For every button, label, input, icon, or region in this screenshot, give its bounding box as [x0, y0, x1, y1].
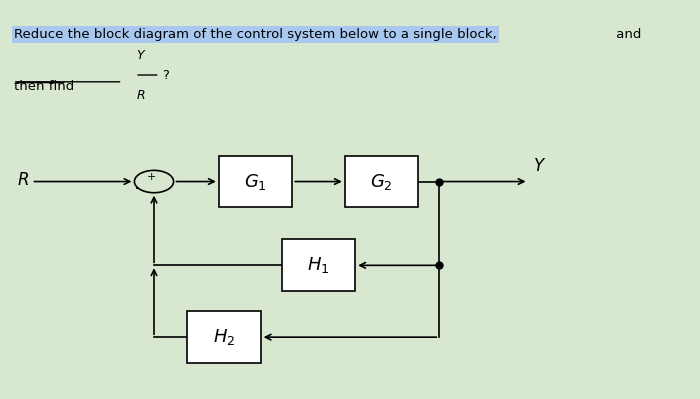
Text: and: and	[612, 28, 642, 41]
Text: Reduce the block diagram of the control system below to a single block,: Reduce the block diagram of the control …	[14, 28, 497, 41]
Text: $G_1$: $G_1$	[244, 172, 267, 192]
Text: $H_2$: $H_2$	[213, 327, 235, 347]
Text: $R$: $R$	[18, 170, 29, 189]
Bar	[188, 311, 260, 363]
Text: then find: then find	[14, 80, 74, 93]
Bar	[281, 239, 355, 291]
Text: $Y$: $Y$	[533, 156, 547, 175]
Text: ?: ?	[162, 69, 169, 82]
Text: $Y$: $Y$	[136, 49, 147, 62]
Text: ·: ·	[134, 180, 140, 199]
Bar	[345, 156, 419, 207]
Text: $G_2$: $G_2$	[370, 172, 393, 192]
Bar	[218, 156, 293, 207]
Text: $H_1$: $H_1$	[307, 255, 330, 275]
Text: +: +	[146, 172, 156, 182]
Text: $R$: $R$	[136, 89, 146, 102]
